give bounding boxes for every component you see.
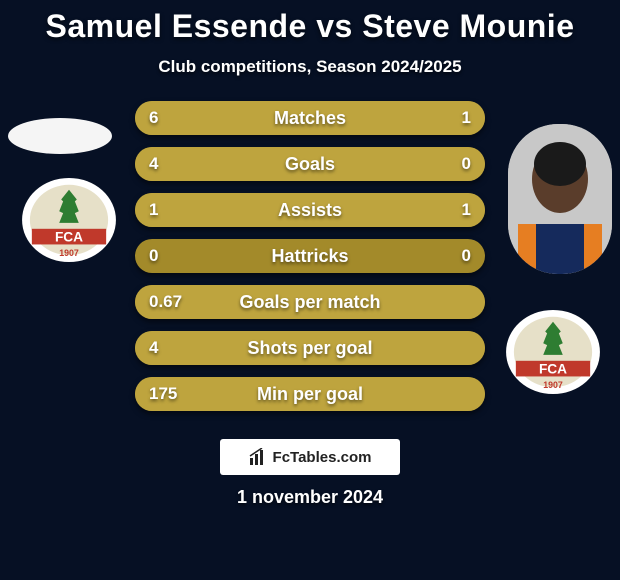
svg-text:FCA: FCA [55,230,83,245]
stat-row: 0.67Goals per match [135,285,485,319]
player-right-avatar [508,124,612,274]
player-silhouette-icon [508,124,612,274]
stat-value-right: 0 [462,147,471,181]
stat-row: 175Min per goal [135,377,485,411]
stat-value-right: 1 [462,101,471,135]
stat-row: 0Hattricks0 [135,239,485,273]
svg-text:FCA: FCA [539,362,567,377]
stat-label: Goals [135,147,485,181]
stat-value-right: 1 [462,193,471,227]
chart-icon [249,448,267,466]
stat-row: 1Assists1 [135,193,485,227]
comparison-subtitle: Club competitions, Season 2024/2025 [0,57,620,77]
fca-badge-icon: FCA 1907 [504,308,602,396]
footer-brand-text: FcTables.com [273,449,372,466]
fca-badge-icon: FCA 1907 [20,176,118,264]
stat-row: 4Goals0 [135,147,485,181]
stat-row: 6Matches1 [135,101,485,135]
stat-label: Goals per match [135,285,485,319]
stats-list: 6Matches14Goals01Assists10Hattricks00.67… [135,101,485,411]
svg-text:1907: 1907 [543,380,563,390]
svg-text:1907: 1907 [59,248,79,258]
stat-label: Assists [135,193,485,227]
stat-label: Min per goal [135,377,485,411]
footer-brand-badge: FcTables.com [220,439,400,475]
stat-value-right: 0 [462,239,471,273]
stat-row: 4Shots per goal [135,331,485,365]
stat-label: Shots per goal [135,331,485,365]
footer-date: 1 november 2024 [0,487,620,508]
comparison-title: Samuel Essende vs Steve Mounie [0,8,620,45]
stat-label: Hattricks [135,239,485,273]
player-left-avatar [8,118,112,154]
player-right-club-badge: FCA 1907 [504,308,602,396]
stat-label: Matches [135,101,485,135]
player-left-club-badge: FCA 1907 [20,176,118,264]
